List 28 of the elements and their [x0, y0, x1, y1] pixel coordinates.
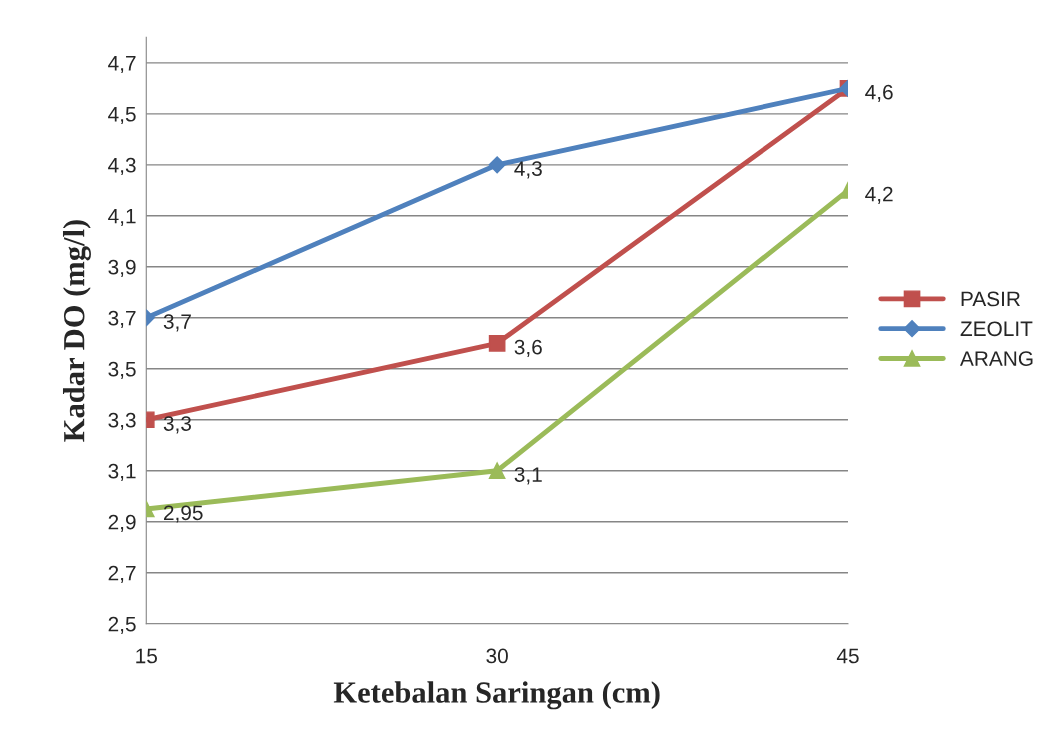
x-tick-label: 30: [486, 648, 508, 664]
data-label: 4,2: [865, 186, 893, 204]
data-label: 4,6: [865, 84, 893, 102]
y-tick-label: 4,3: [108, 157, 136, 176]
x-tick-label: 15: [136, 648, 157, 664]
y-tick-label: 3,3: [108, 412, 136, 430]
legend-label: ZEOLIT: [960, 321, 1033, 337]
y-tick-label: 4,7: [108, 56, 136, 74]
y-tick-label: 2,9: [108, 514, 136, 532]
y-tick-label: 3,9: [108, 259, 136, 278]
y-tick-label: 3,7: [108, 310, 136, 329]
x-axis-title: Ketebalan Saringan (cm): [333, 681, 660, 710]
data-label: 3,3: [163, 416, 191, 434]
data-label: 3,6: [514, 339, 542, 357]
x-tick-label: 45: [836, 648, 859, 664]
y-tick-label: 3,5: [108, 361, 136, 380]
data-label: 3,1: [514, 467, 542, 485]
legend-label: PASIR: [961, 291, 1020, 307]
y-tick-label: 2,7: [108, 565, 136, 583]
y-axis-title: Kadar DO (mg/l): [62, 220, 91, 442]
legend-label: ARANG: [959, 351, 1033, 366]
y-tick-label: 2,5: [108, 616, 136, 634]
y-tick-label: 3,1: [108, 463, 136, 481]
data-label: 2,95: [163, 505, 203, 523]
data-label: 3,7: [163, 314, 191, 332]
data-label: 4,3: [514, 161, 542, 179]
y-tick-label: 4,5: [108, 107, 136, 125]
y-tick-label: 4,1: [108, 209, 136, 227]
